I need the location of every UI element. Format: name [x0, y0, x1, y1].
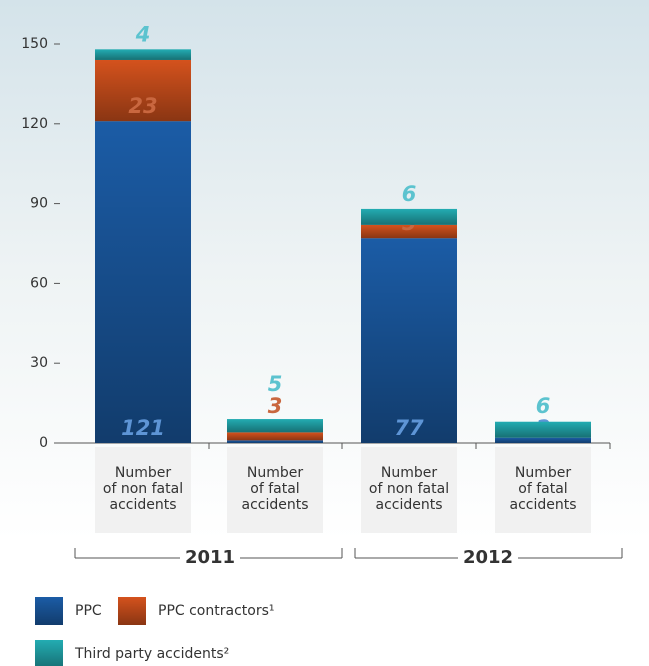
legend-shade — [35, 640, 63, 666]
x-tick-label: Number of non fatal accidents — [102, 465, 184, 513]
bar-shade — [361, 224, 457, 239]
bar-shade — [227, 440, 323, 443]
value-label: 121 — [121, 416, 165, 440]
y-tick-label: 120 — [21, 116, 48, 132]
bar-shade — [361, 238, 457, 443]
group-label: 2011 — [185, 547, 235, 568]
y-tick-label: 0 — [39, 435, 48, 451]
category-box — [227, 447, 323, 533]
x-tick-label: Number of non fatal accidents — [368, 465, 450, 513]
bar-shade — [95, 49, 191, 60]
bar-shade — [227, 419, 323, 433]
value-label: 6 — [536, 394, 551, 418]
bar-shade — [95, 121, 191, 443]
legend-shade — [118, 597, 146, 625]
y-tick-label: 90 — [30, 196, 48, 212]
y-tick-label: 150 — [21, 36, 48, 52]
legend-label: Third party accidents² — [74, 646, 229, 662]
y-tick-label: 60 — [30, 275, 48, 291]
legend-label: PPC — [75, 603, 102, 619]
value-label: 23 — [128, 94, 157, 118]
bar-shade — [495, 421, 591, 438]
category-box — [495, 447, 591, 533]
group-label: 2012 — [463, 547, 513, 568]
value-label: 6 — [402, 182, 417, 206]
category-box — [95, 447, 191, 533]
value-label: 3 — [268, 394, 283, 418]
bar-shade — [361, 208, 457, 225]
x-tick-label: Number of fatal accidents — [241, 465, 309, 513]
value-label: 5 — [268, 372, 283, 396]
x-tick-label: Number of fatal accidents — [509, 465, 577, 513]
bar-shade — [495, 437, 591, 443]
bar-shade — [227, 432, 323, 441]
value-label: 4 — [135, 22, 151, 46]
y-tick-label: 30 — [30, 355, 48, 371]
legend-label: PPC contractors¹ — [158, 603, 274, 619]
bar-shade — [95, 59, 191, 122]
legend-shade — [35, 597, 63, 625]
category-box — [361, 447, 457, 533]
value-label: 77 — [394, 416, 424, 440]
